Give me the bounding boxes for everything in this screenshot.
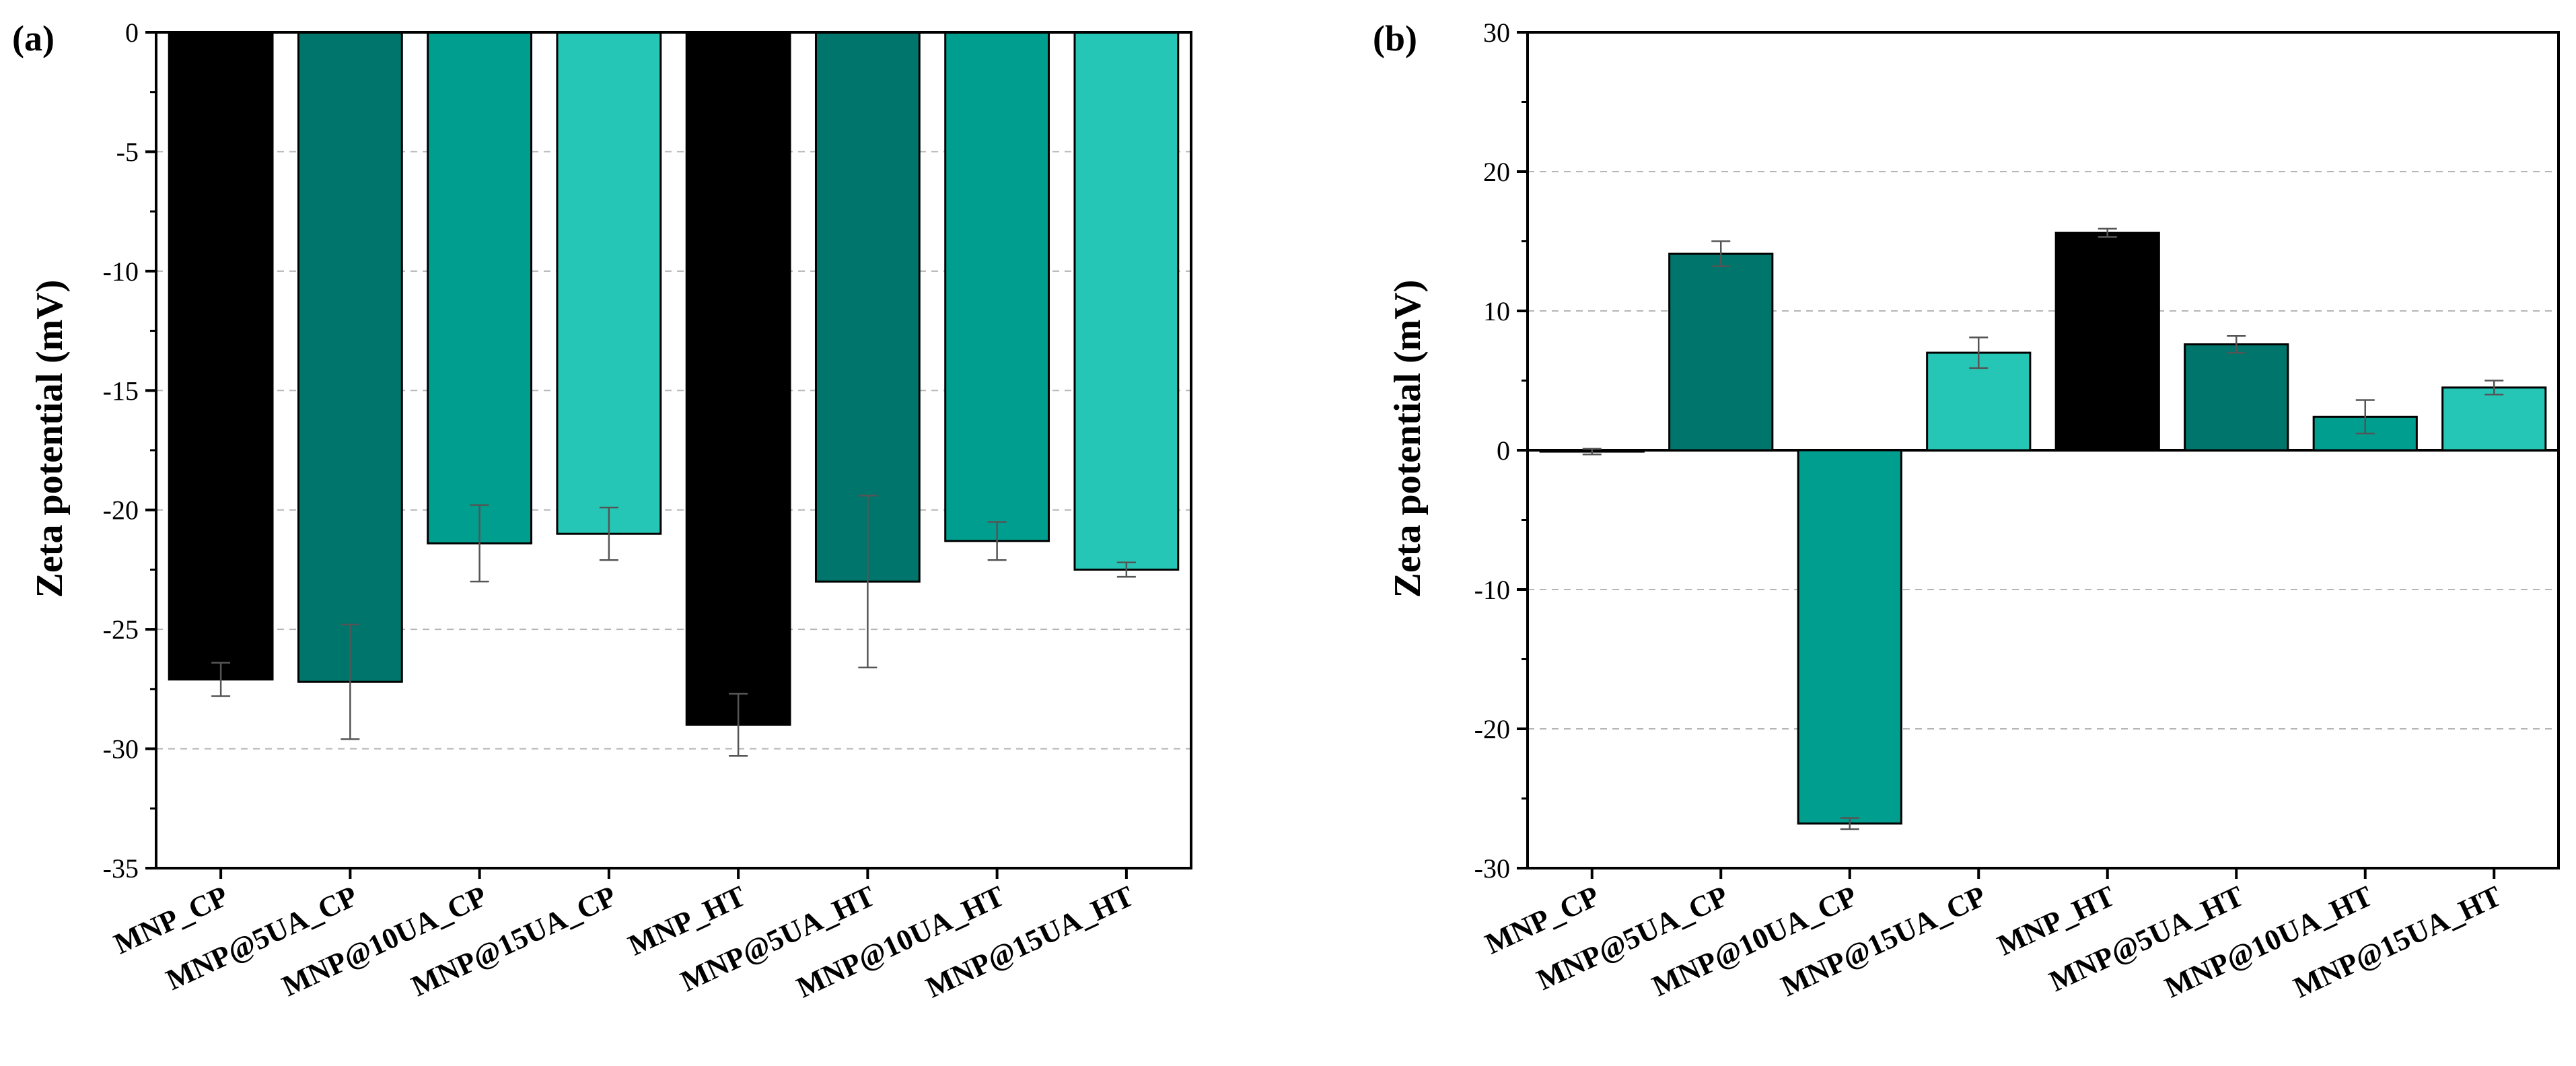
panel-a-y-axis-title: Zeta potential (mV) (29, 280, 71, 598)
panel-b-y-axis-title: Zeta potential (mV) (1387, 280, 1429, 598)
panel-b-y-ticks: 30 20 10 0 -10 -20 -30 (1474, 17, 1528, 884)
bar-mnp-5ua-ht (2184, 343, 2289, 452)
bar-mnp-10ua-ht (944, 31, 1050, 542)
bar-mnp-ht (685, 31, 791, 726)
bar-mnp-5ua-ht (814, 31, 921, 583)
y-tick-label: 30 (1483, 17, 1510, 48)
panel-a-error-bars (211, 495, 1136, 757)
y-tick-label: -10 (103, 256, 139, 287)
x-tick-label: MNP@10UA_HT (791, 880, 1009, 1005)
bar-mnp-5ua-cp (1668, 252, 1774, 452)
y-tick-label: -15 (103, 376, 139, 406)
panel-a-label: (a) (12, 18, 55, 59)
x-tick-label: MNP@15UA_HT (921, 880, 1139, 1005)
bar-mnp-15ua-cp (556, 31, 662, 535)
bar-mnp-10ua-cp (427, 31, 533, 544)
y-tick-label: -20 (103, 495, 139, 526)
panel-b-chart: (b) Zeta potential (mV) 30 20 10 0 -10 -20 -30… (1373, 17, 2560, 1004)
x-tick-label: MNP@10UA_HT (2159, 880, 2377, 1005)
y-tick-label: 20 (1483, 157, 1510, 187)
panel-b-label: (b) (1373, 18, 1417, 59)
y-tick-label: -5 (116, 137, 139, 167)
bar-mnp-15ua-cp (1926, 351, 2032, 452)
y-tick-label: 10 (1483, 296, 1510, 326)
y-tick-label: -10 (1474, 575, 1510, 605)
y-tick-label: -25 (103, 614, 139, 645)
y-tick-label: -35 (103, 853, 139, 884)
y-tick-label: -30 (103, 734, 139, 765)
bar-mnp-ht (2054, 232, 2160, 452)
y-tick-label: -30 (1474, 853, 1510, 884)
panel-b-bars (1539, 232, 2547, 825)
bar-mnp-10ua-cp (1797, 449, 1902, 825)
bar-mnp-5ua-cp (297, 31, 403, 683)
panel-a-chart: (a) Zeta potential (mV) 0 -5 -10 -15 -20 -25 -… (12, 17, 1192, 1004)
bar-mnp-cp (168, 31, 274, 681)
panel-b-error-bars (1582, 227, 2504, 830)
panel-a-y-ticks: 0 -5 -10 -15 -20 -25 -30 -35 (103, 17, 156, 884)
y-tick-label: -20 (1474, 714, 1510, 744)
x-tick-label: MNP@15UA_HT (2289, 880, 2507, 1005)
panel-a-bars (168, 31, 1180, 726)
bar-mnp-15ua-ht (2441, 386, 2547, 452)
y-tick-label: 0 (125, 17, 139, 48)
bar-mnp-15ua-ht (1073, 31, 1180, 571)
y-tick-label: 0 (1497, 435, 1510, 466)
